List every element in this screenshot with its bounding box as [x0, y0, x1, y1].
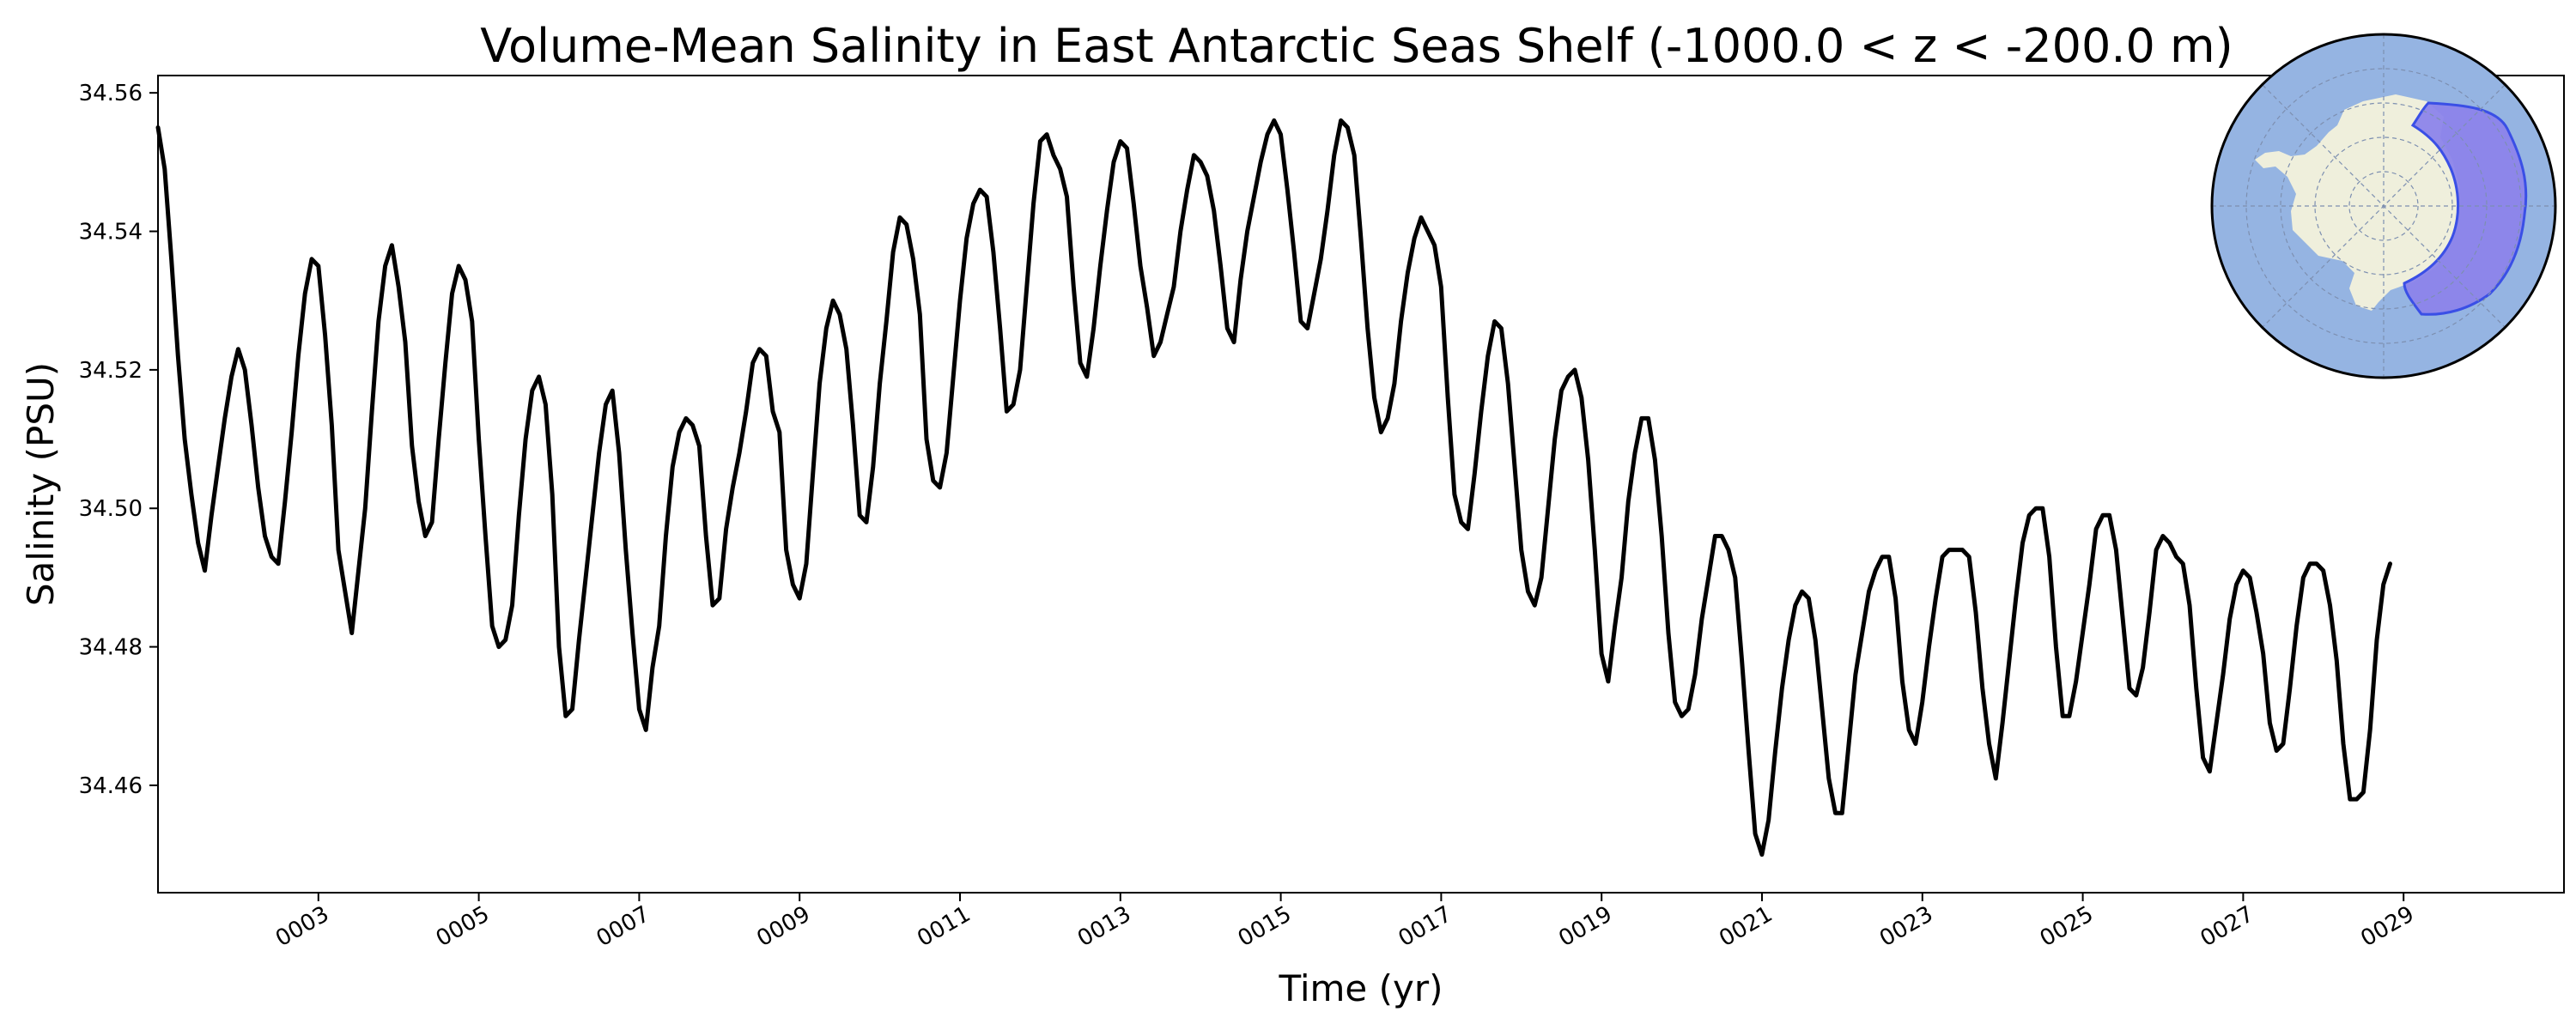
y-axis-label: Salinity (PSU) [20, 362, 62, 606]
y-tick-label: 34.50 [79, 496, 143, 522]
salinity-series-line [155, 118, 2392, 857]
y-tick-label: 34.46 [79, 773, 143, 799]
inset-map-border [2210, 33, 2557, 379]
east-antarctic-shelf-region [2403, 101, 2528, 316]
inset-graticule [2212, 34, 2555, 378]
y-tick-label: 34.56 [79, 81, 143, 106]
x-axis-label: Time (yr) [1278, 967, 1443, 1009]
y-tick-label: 34.52 [79, 358, 143, 384]
antarctica-landmass [2255, 94, 2459, 311]
y-tick-label: 34.54 [79, 220, 143, 245]
chart-title: Volume-Mean Salinity in East Antarctic S… [480, 19, 2233, 73]
y-axis-ticks: 34.46 34.48 34.50 34.52 34.54 34.56 [79, 81, 158, 799]
plot-frame [157, 75, 2565, 894]
antarctica-inset-map [2210, 33, 2557, 379]
y-tick-label: 34.48 [79, 635, 143, 661]
